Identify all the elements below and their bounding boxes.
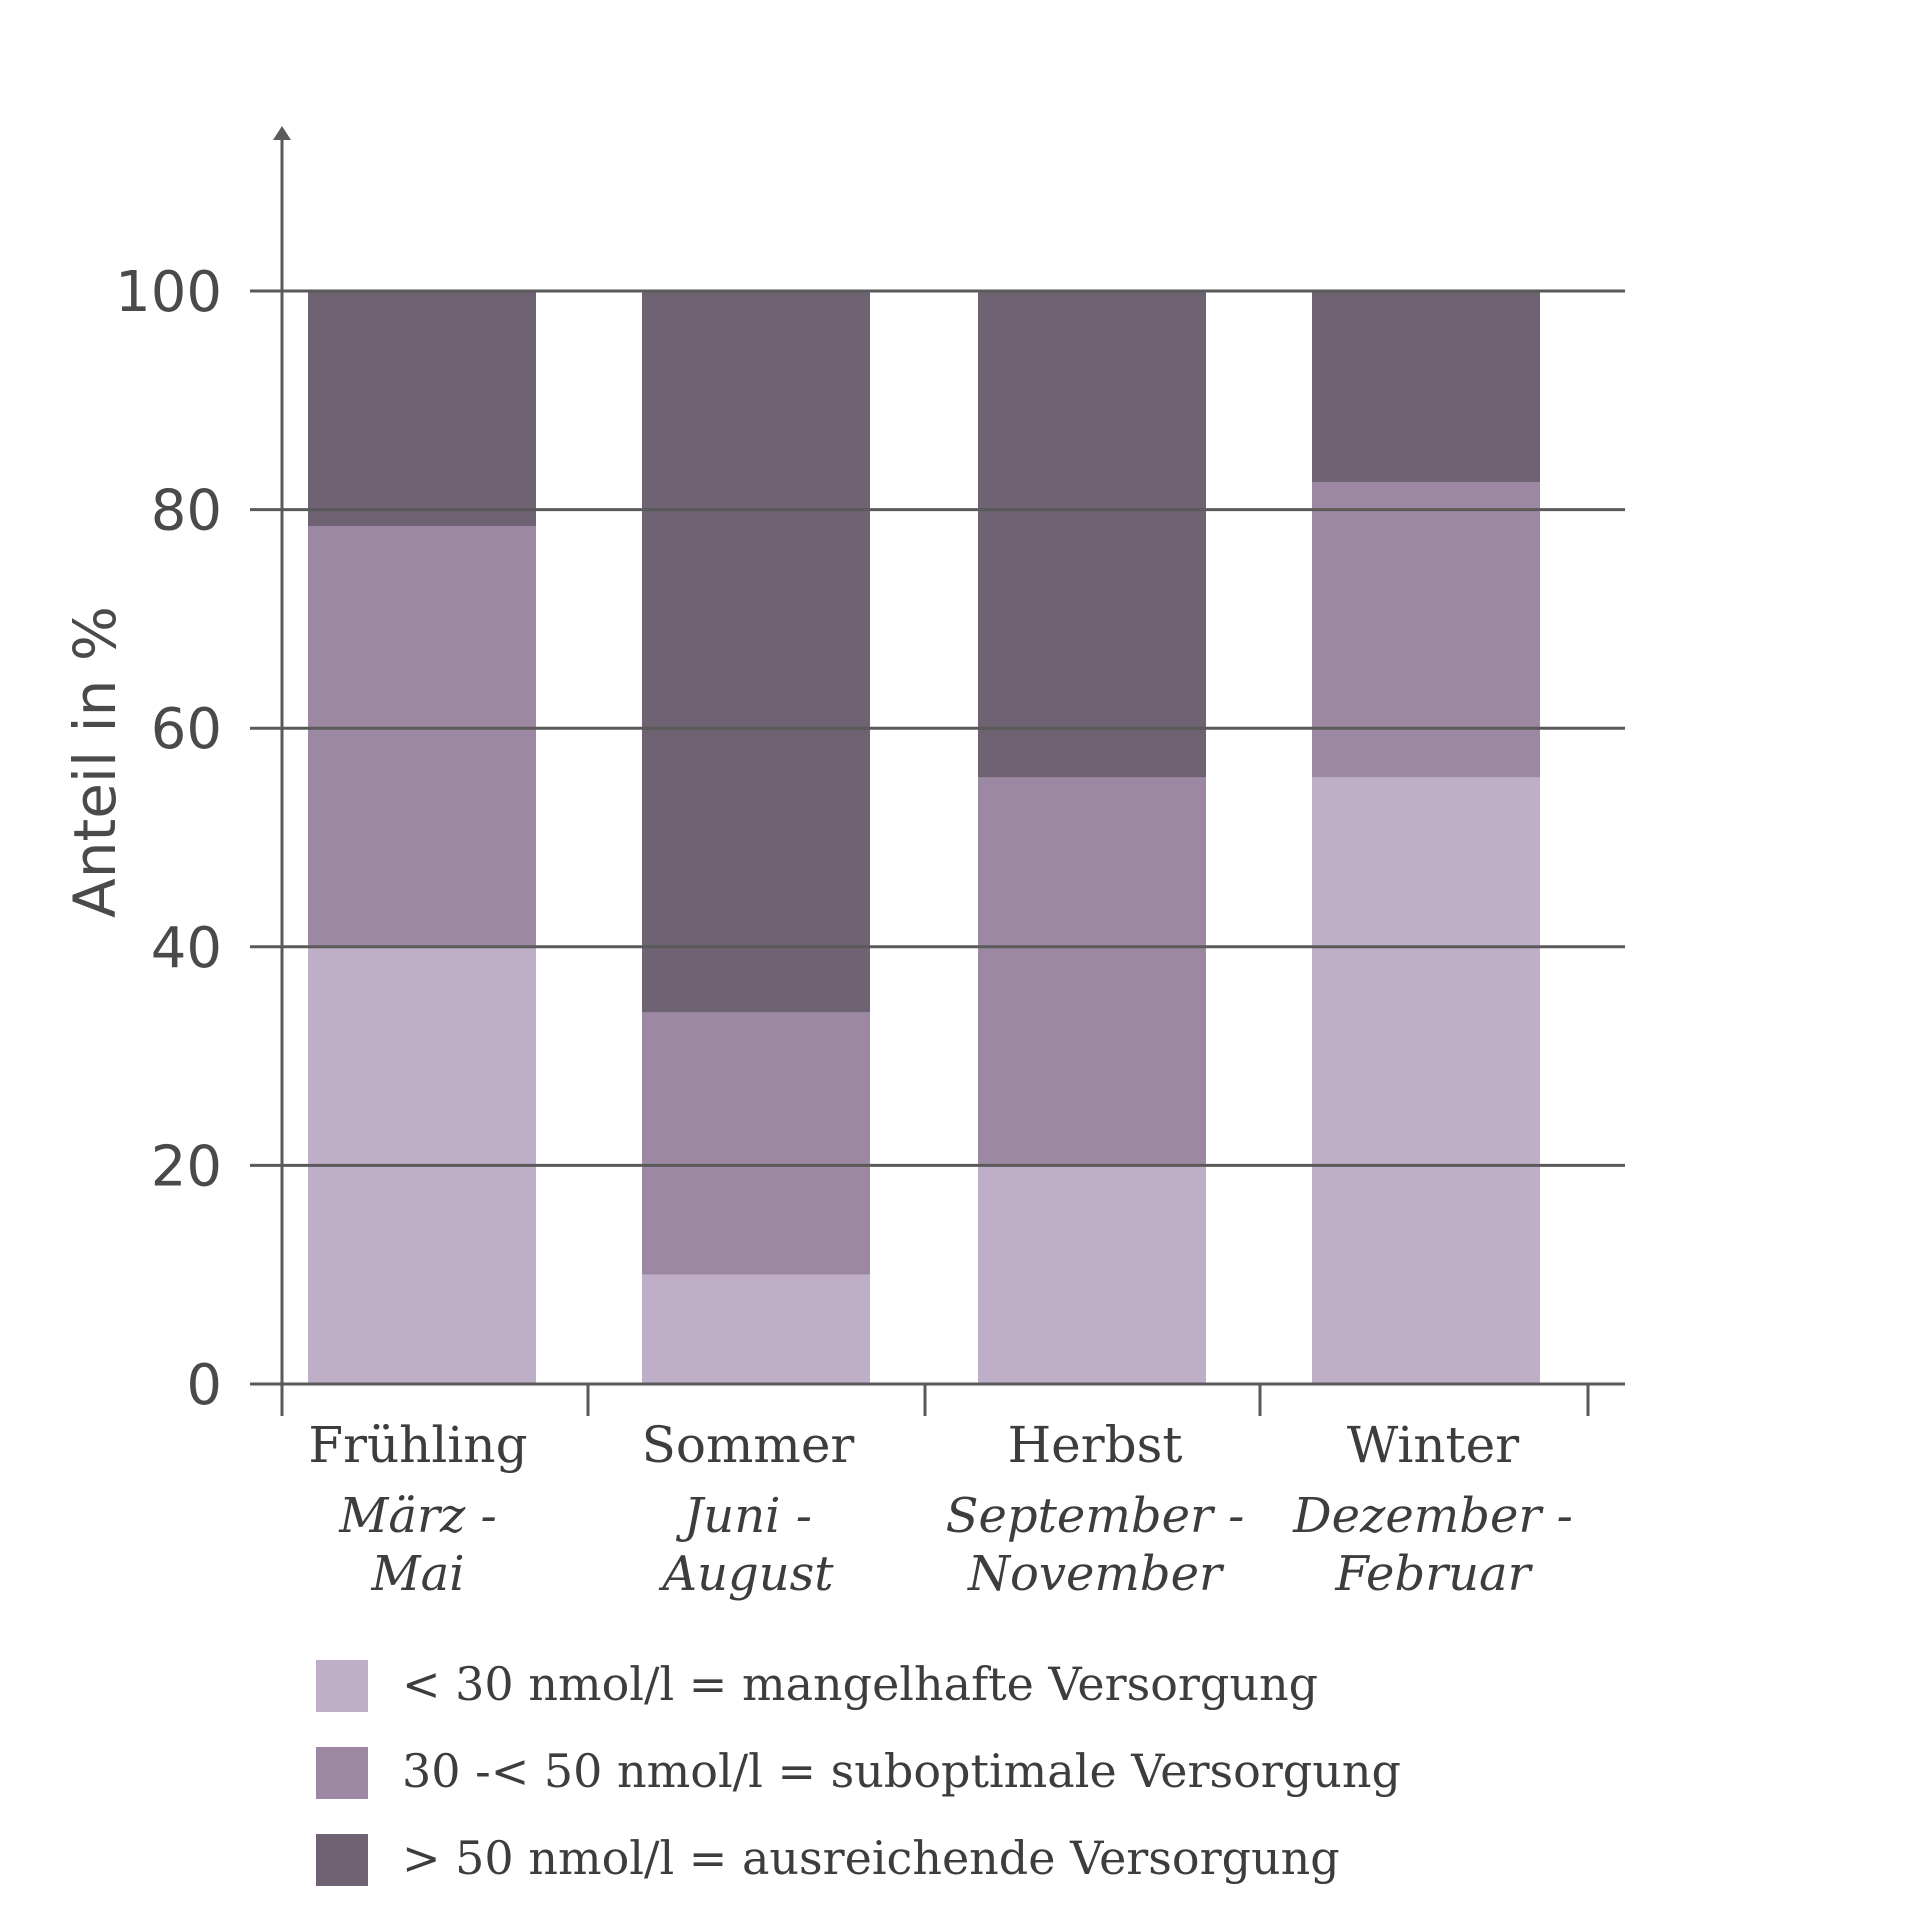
x-label-sommer: Sommer <box>642 1416 855 1474</box>
x-sublabel-sommer-1: Juni - <box>675 1488 812 1544</box>
bar-segment-sommer-s2 <box>642 1012 870 1275</box>
bars <box>308 291 1540 1384</box>
bar-segment-frühling-s2 <box>308 525 536 947</box>
axes <box>273 126 1590 1416</box>
bar-segment-winter-s2 <box>1312 482 1540 778</box>
x-sublabel-frühling-1: März - <box>338 1488 496 1544</box>
y-axis-arrow <box>273 126 291 140</box>
bar-segment-sommer-s1 <box>642 1274 870 1384</box>
legend-label-2: 30 -< 50 nmol/l = suboptimale Versorgung <box>402 1744 1401 1798</box>
bar-segment-winter-s1 <box>1312 777 1540 1384</box>
bar-segment-sommer-s3 <box>642 291 870 1013</box>
x-sublabel-herbst-1: September - <box>946 1488 1245 1544</box>
x-label-winter: Winter <box>1347 1416 1519 1474</box>
legend: < 30 nmol/l = mangelhafte Versorgung 30 -… <box>316 1657 1401 1886</box>
y-tick-label-40: 40 <box>151 916 222 981</box>
gridlines <box>250 289 1625 1386</box>
bar-segment-herbst-s1 <box>978 1165 1206 1384</box>
bar-segment-herbst-s3 <box>978 291 1206 778</box>
bar-segment-frühling-s3 <box>308 291 536 526</box>
x-sublabel-sommer-2: August <box>658 1546 834 1602</box>
bar-segment-herbst-s2 <box>978 777 1206 1166</box>
y-axis-title: Anteil in % <box>61 606 129 918</box>
legend-label-3: > 50 nmol/l = ausreichende Versorgung <box>402 1831 1340 1885</box>
x-label-frühling: Frühling <box>308 1416 527 1474</box>
legend-swatch-3 <box>316 1834 368 1886</box>
legend-label-1: < 30 nmol/l = mangelhafte Versorgung <box>402 1657 1318 1711</box>
x-sublabel-winter-1: Dezember - <box>1292 1488 1573 1544</box>
x-category-labels: Frühling März -Mai Sommer Juni -August Herbs… <box>308 1416 1572 1602</box>
legend-swatch-1 <box>316 1660 368 1712</box>
x-sublabel-herbst-2: November <box>967 1546 1225 1602</box>
y-tick-label-80: 80 <box>151 479 222 544</box>
bar-segment-winter-s3 <box>1312 291 1540 483</box>
x-label-herbst: Herbst <box>1008 1416 1183 1474</box>
y-tick-labels: 0 20 40 60 80 100 <box>115 260 222 1418</box>
y-tick-label-100: 100 <box>115 260 222 325</box>
x-sublabel-winter-2: Februar <box>1334 1546 1533 1602</box>
y-tick-label-20: 20 <box>151 1134 222 1199</box>
y-tick-label-60: 60 <box>151 697 222 762</box>
legend-swatch-2 <box>316 1747 368 1799</box>
x-sublabel-frühling-2: Mai <box>370 1546 464 1602</box>
y-tick-label-0: 0 <box>186 1353 222 1418</box>
